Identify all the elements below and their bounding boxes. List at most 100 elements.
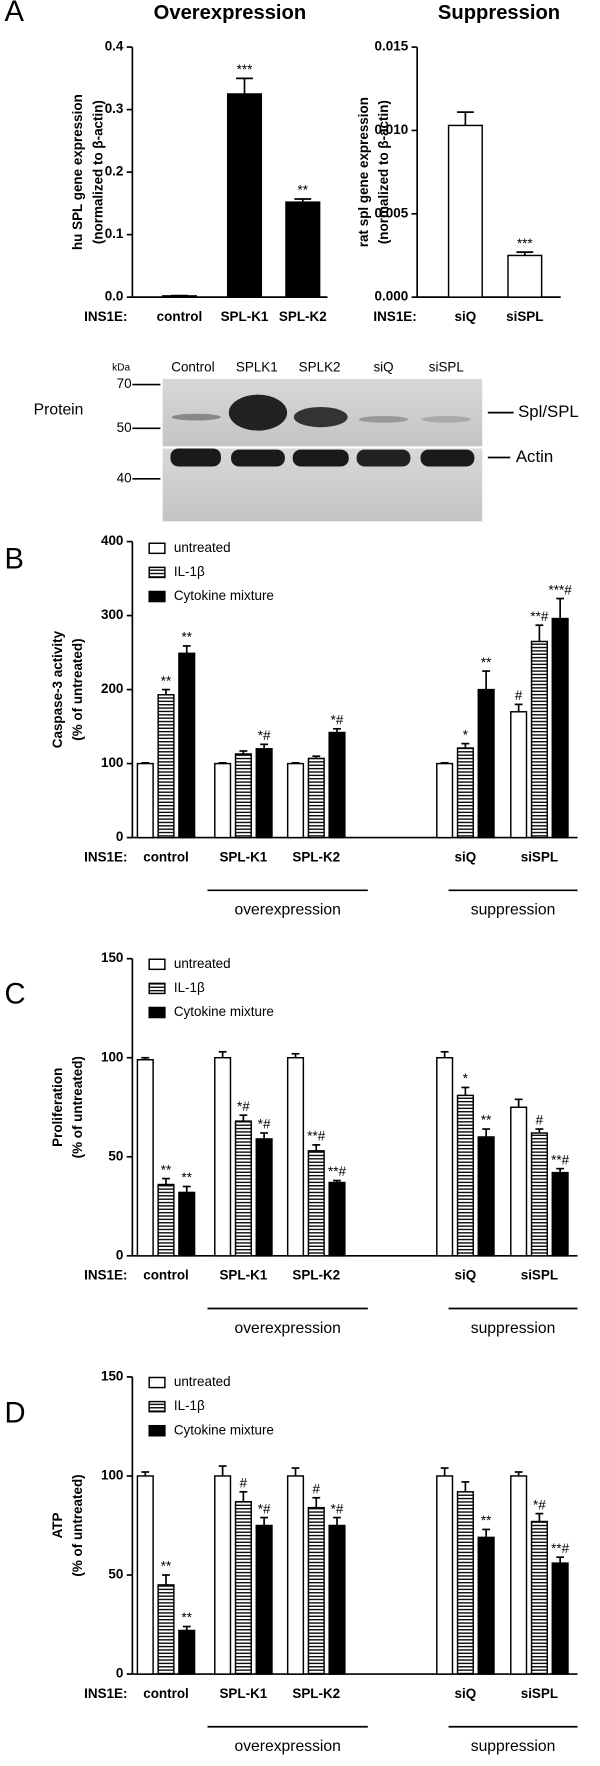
chart: C Proliferation (% of untreated) 0 50 100 150 I… [5,950,578,1337]
lane-label: SPLK1 [236,359,278,374]
y-tick-label: 0 [116,829,123,844]
lane-label: Control [171,359,214,374]
y-tick-label: 0.0 [105,289,124,304]
bar [214,1475,232,1675]
bar [307,1150,325,1257]
bar [157,1183,175,1257]
x-tick-label: control [157,309,203,324]
x-tick-label: SPL-K1 [219,849,267,864]
significance-label: ** [481,1113,492,1128]
significance-label: **# [551,1541,569,1556]
bar [447,124,483,298]
significance-label: ** [182,630,193,645]
legend-label: IL-1β [174,980,205,995]
bar [286,762,305,839]
bar [328,1181,346,1257]
band-label: Actin [516,447,553,466]
significance-label: # [313,1481,321,1496]
significance-label: **# [307,1129,325,1144]
western-blot: kDa 70 50 40 Protein Control SPLK1 SPLK2… [34,359,579,522]
band [228,394,288,431]
y-tick-label: 0.015 [375,39,409,54]
x-tick-label: SPL-K1 [219,1686,267,1701]
band [358,415,409,423]
bar [456,1491,474,1675]
bar [307,1506,325,1675]
x-prefix: INS1E: [84,1268,127,1283]
bar [285,201,321,298]
x-prefix: INS1E: [84,1686,127,1701]
bar [436,762,454,839]
legend-swatch [148,590,166,603]
significance-label: ** [481,655,492,670]
x-tick-label: siSPL [521,1686,558,1701]
y-tick-label: 0.1 [105,226,124,241]
chart-title: Suppression [438,2,560,24]
y-tick-label: 0.000 [375,289,409,304]
x-tick-label: SPL-K1 [221,309,269,324]
chart: A Overexpression hu SPL gene expression (no… [5,0,328,324]
x-tick-label: siQ [455,849,477,864]
significance-label: ** [298,183,309,198]
y-tick-label: 100 [101,755,123,770]
chart: B Caspase-3 activity (% of untreated) 0 100 2… [5,533,578,919]
significance-label: *# [331,1501,344,1516]
x-prefix: INS1E: [84,849,127,864]
x-tick-label: control [143,1686,189,1701]
significance-label: ** [161,1559,172,1574]
kda-label: kDa [112,362,130,373]
bar [477,1136,495,1257]
y-axis-label: Proliferation [50,1068,65,1147]
y-tick-label: 50 [108,1148,123,1163]
legend-swatch [148,1006,166,1019]
bar [157,694,175,839]
panel-letter: C [5,978,26,1010]
bar [510,1475,528,1675]
legend-label: untreated [174,956,231,971]
band [170,448,221,467]
y-axis-label: (% of untreated) [70,1056,85,1158]
legend-swatch [148,982,166,995]
chart: D ATP (% of untreated) 0 50 100 150 INS1E: contr… [5,1368,578,1755]
lane-label: siSPL [429,359,465,374]
bar [551,1562,569,1675]
marker-label: 40 [117,470,132,485]
chart-title: Overexpression [154,2,307,24]
y-axis-label: Caspase-3 activity [50,630,65,748]
y-tick-label: 150 [101,1368,123,1383]
y-tick-label: 100 [101,1049,123,1064]
bar [214,762,232,839]
y-tick-label: 0 [116,1247,123,1262]
bar [551,617,569,839]
x-tick-label: control [143,849,189,864]
x-tick-label: siQ [455,309,477,324]
group-label: overexpression [234,902,340,919]
x-tick-label: SPL-K2 [292,849,340,864]
x-tick-label: siQ [455,1268,477,1283]
significance-label: * [463,727,469,742]
legend-label: Cytokine mixture [174,1422,274,1437]
band [421,415,471,423]
y-tick-label: 150 [101,950,123,965]
band [171,413,221,421]
bar [436,1057,454,1257]
y-tick-label: 0 [116,1666,123,1681]
x-tick-label: SPL-K2 [292,1268,340,1283]
x-tick-label: control [143,1268,189,1283]
y-tick-label: 50 [108,1567,123,1582]
legend-swatch [148,542,166,555]
bar [477,688,495,839]
chart: Suppression rat spl gene expression (norma… [356,2,561,324]
x-tick-label: siQ [455,1686,477,1701]
x-tick-label: SPL-K2 [292,1686,340,1701]
marker-label: 50 [117,420,132,435]
bar [136,762,154,839]
group-label: overexpression [234,1320,340,1337]
x-prefix: INS1E: [84,309,127,324]
bar [507,254,543,298]
legend-label: untreated [174,540,231,555]
y-axis-label: (% of untreated) [70,1474,85,1576]
significance-label: **# [551,1152,569,1167]
x-tick-label: SPL-K1 [219,1268,267,1283]
